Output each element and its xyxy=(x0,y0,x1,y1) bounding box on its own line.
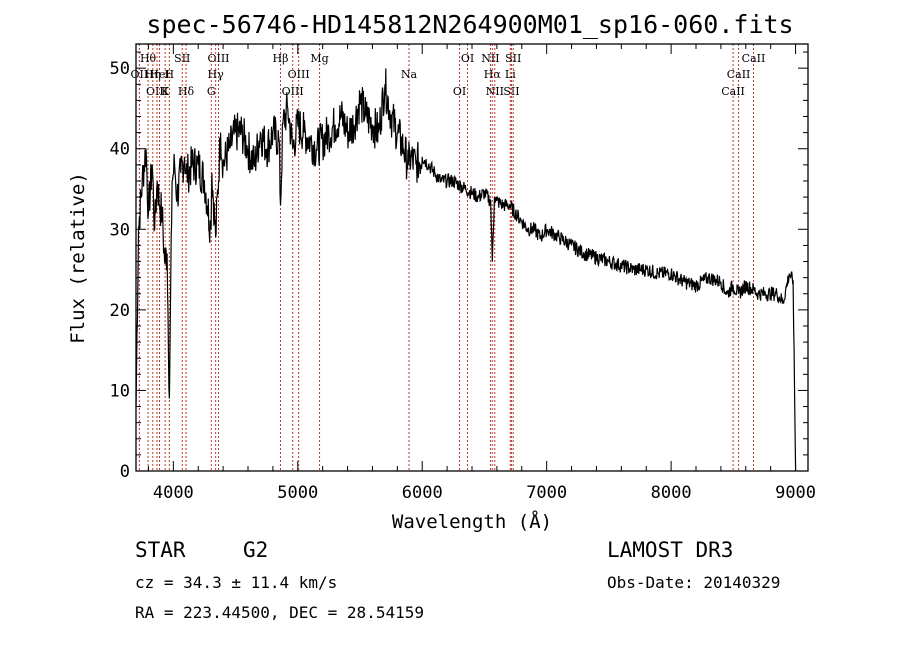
redshift-readout: cz = 34.3 ± 11.4 km/s xyxy=(135,573,338,592)
marker-label-mg: Mg xyxy=(310,52,328,65)
coordinates-readout: RA = 223.44500, DEC = 28.54159 xyxy=(135,603,424,622)
marker-label-oiii: OIII xyxy=(146,85,168,98)
object-subclass: G2 xyxy=(243,538,269,562)
x-axis: 4000 5000 6000 7000 8000 9000 xyxy=(147,44,816,503)
marker-label-hβ: Hβ xyxy=(273,52,289,65)
y-tick-label: 20 xyxy=(110,301,130,321)
marker-label-hγ: Hγ xyxy=(208,68,225,81)
marker-label-h: H xyxy=(165,68,175,81)
x-tick-label: 7000 xyxy=(526,483,567,503)
marker-label-caii: CaII xyxy=(742,52,766,65)
marker-label-sii: SII xyxy=(503,85,519,98)
y-tick-label: 30 xyxy=(110,220,130,240)
marker-label-oiii: OIII xyxy=(207,52,229,65)
marker-label-hη: Hη xyxy=(145,68,161,81)
marker-label-hδ: Hδ xyxy=(178,85,195,98)
x-tick-label: 5000 xyxy=(277,483,318,503)
marker-label-hθ: Hθ xyxy=(140,52,157,65)
y-tick-label: 50 xyxy=(110,59,130,79)
marker-label-caii: CaII xyxy=(727,68,751,81)
marker-label-oi: OI xyxy=(461,52,474,65)
marker-label-hα: Hα xyxy=(484,68,502,81)
x-tick-label: 9000 xyxy=(775,483,816,503)
x-tick-label: 8000 xyxy=(651,483,692,503)
marker-label-oiii: OIII xyxy=(282,85,304,98)
x-axis-label: Wavelength (Å) xyxy=(392,510,552,533)
flux-series-line xyxy=(135,68,797,472)
y-axis-label: Flux (relative) xyxy=(67,172,89,344)
y-tick-label: 0 xyxy=(120,462,130,482)
plot-frame xyxy=(135,43,809,472)
marker-label-na: Na xyxy=(401,68,418,81)
y-tick-label: 40 xyxy=(110,140,130,160)
marker-label-oiii: OIII xyxy=(288,68,310,81)
spectral-line-markers: HθOIIOIIIHeIHηKSIIHHδOIIIHγGHβOIIIOIIIMg… xyxy=(131,44,766,471)
marker-label-oii: OII xyxy=(131,68,149,81)
marker-label-g: G xyxy=(207,85,216,98)
x-tick-label: 6000 xyxy=(402,483,443,503)
marker-label-oi: OI xyxy=(453,85,466,98)
obs-date: Obs-Date: 20140329 xyxy=(607,573,781,592)
marker-label-li: Li xyxy=(505,68,516,81)
survey-label: LAMOST DR3 xyxy=(607,538,734,562)
marker-label-nii: NII xyxy=(481,52,499,65)
marker-label-sii: SII xyxy=(505,52,521,65)
object-class: STAR xyxy=(135,538,186,562)
x-tick-label: 4000 xyxy=(153,483,194,503)
chart-title: spec-56746-HD145812N264900M01_sp16-060.f… xyxy=(146,10,793,39)
y-axis: 0 10 20 30 40 50 xyxy=(110,51,808,482)
marker-label-k: K xyxy=(161,85,170,98)
marker-label-sii: SII xyxy=(174,52,190,65)
y-tick-label: 10 xyxy=(110,381,130,401)
marker-label-nii: NII xyxy=(486,85,504,98)
marker-label-caii: CaII xyxy=(721,85,745,98)
